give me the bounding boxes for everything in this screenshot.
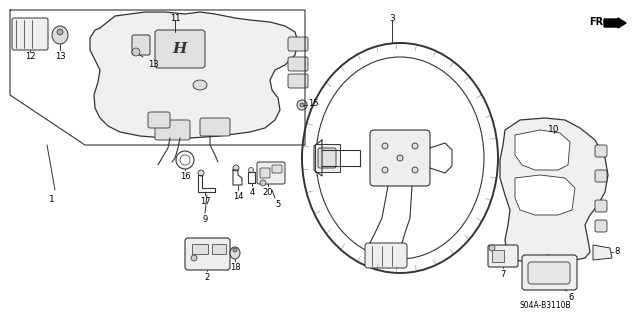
Ellipse shape <box>132 48 140 56</box>
Ellipse shape <box>230 247 240 259</box>
Polygon shape <box>593 245 612 260</box>
FancyBboxPatch shape <box>595 145 607 157</box>
FancyBboxPatch shape <box>257 162 285 184</box>
Polygon shape <box>90 12 298 138</box>
Bar <box>315 144 340 172</box>
Ellipse shape <box>412 167 418 173</box>
Ellipse shape <box>260 180 266 186</box>
Ellipse shape <box>233 165 239 171</box>
Ellipse shape <box>382 143 388 149</box>
FancyBboxPatch shape <box>132 35 150 55</box>
FancyBboxPatch shape <box>595 220 607 232</box>
Text: 3: 3 <box>389 14 395 23</box>
FancyArrow shape <box>604 18 626 28</box>
Text: 12: 12 <box>25 52 35 61</box>
Text: 6: 6 <box>568 293 573 302</box>
Text: H: H <box>173 42 187 56</box>
FancyBboxPatch shape <box>528 262 570 284</box>
Ellipse shape <box>489 245 495 251</box>
Ellipse shape <box>191 255 197 261</box>
Bar <box>212 244 226 254</box>
Ellipse shape <box>397 155 403 161</box>
FancyBboxPatch shape <box>12 18 48 50</box>
FancyBboxPatch shape <box>522 255 577 290</box>
Ellipse shape <box>233 248 237 252</box>
Text: 11: 11 <box>170 14 180 23</box>
FancyBboxPatch shape <box>288 74 308 88</box>
Ellipse shape <box>193 80 207 90</box>
Text: 13: 13 <box>54 52 65 61</box>
FancyBboxPatch shape <box>488 245 518 267</box>
FancyBboxPatch shape <box>155 120 190 140</box>
Ellipse shape <box>412 143 418 149</box>
Text: 1: 1 <box>49 195 55 204</box>
FancyBboxPatch shape <box>288 37 308 51</box>
FancyBboxPatch shape <box>155 30 205 68</box>
FancyBboxPatch shape <box>185 238 230 270</box>
Text: FR.: FR. <box>589 17 607 27</box>
Bar <box>492 250 504 262</box>
Text: 5: 5 <box>275 200 280 209</box>
Polygon shape <box>500 118 608 262</box>
Text: 15: 15 <box>308 99 319 108</box>
Text: 13: 13 <box>148 60 159 69</box>
Ellipse shape <box>248 167 253 173</box>
FancyBboxPatch shape <box>272 165 282 173</box>
Text: 9: 9 <box>202 215 207 224</box>
Ellipse shape <box>382 167 388 173</box>
Polygon shape <box>515 130 570 170</box>
FancyBboxPatch shape <box>595 200 607 212</box>
Text: 16: 16 <box>180 172 190 181</box>
Ellipse shape <box>297 100 307 110</box>
Text: 7: 7 <box>500 270 506 279</box>
Polygon shape <box>515 175 575 215</box>
FancyBboxPatch shape <box>148 112 170 128</box>
FancyBboxPatch shape <box>370 130 430 186</box>
Text: 4: 4 <box>250 188 255 197</box>
Ellipse shape <box>57 29 63 35</box>
FancyBboxPatch shape <box>365 243 407 268</box>
Text: 2: 2 <box>204 273 210 282</box>
Text: S04A-B3110B: S04A-B3110B <box>520 301 572 310</box>
Text: 20: 20 <box>263 188 273 197</box>
Ellipse shape <box>198 170 204 176</box>
Text: 14: 14 <box>233 192 243 201</box>
Ellipse shape <box>52 26 68 44</box>
Bar <box>192 244 208 254</box>
FancyBboxPatch shape <box>318 148 336 168</box>
Text: 18: 18 <box>230 263 240 272</box>
Text: 8: 8 <box>614 248 620 256</box>
FancyBboxPatch shape <box>260 168 270 178</box>
Ellipse shape <box>300 103 304 107</box>
Text: 10: 10 <box>548 125 560 134</box>
FancyBboxPatch shape <box>288 57 308 71</box>
Text: 17: 17 <box>200 197 211 206</box>
FancyBboxPatch shape <box>200 118 230 136</box>
FancyBboxPatch shape <box>595 170 607 182</box>
